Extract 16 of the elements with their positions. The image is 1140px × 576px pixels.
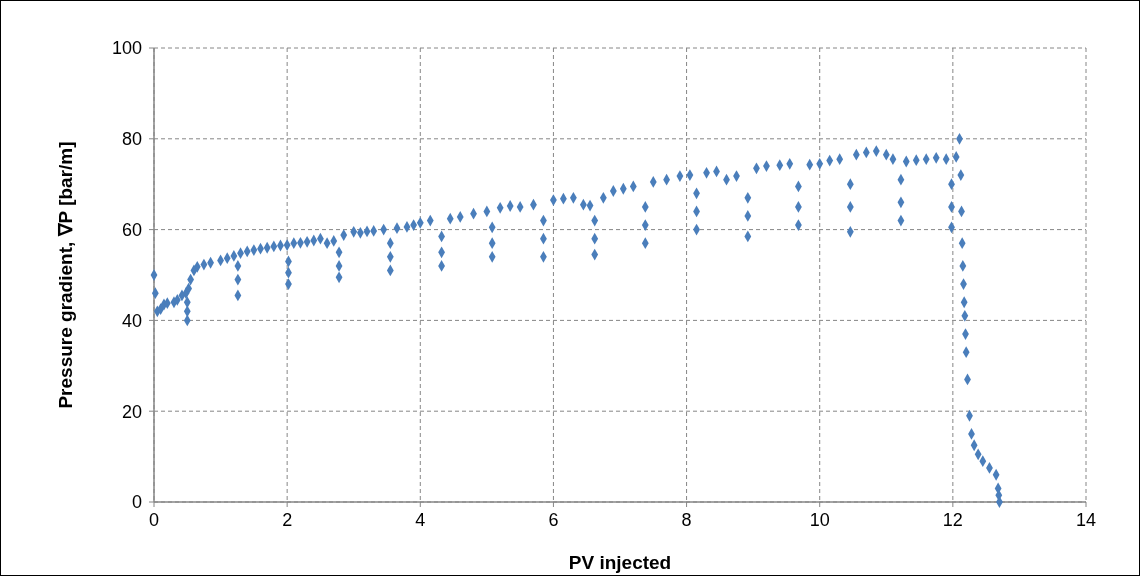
x-tick-label: 14 xyxy=(1075,510,1097,530)
x-tick-label: 12 xyxy=(942,510,963,530)
y-tick-label: 0 xyxy=(131,492,142,513)
y-tick-label: 40 xyxy=(121,310,142,331)
x-tick-label: 4 xyxy=(415,510,426,530)
x-tick-label: 2 xyxy=(282,510,293,530)
x-tick-label: 0 xyxy=(148,510,160,530)
x-tick-label: 10 xyxy=(809,510,830,530)
x-tick-label: 6 xyxy=(548,510,559,530)
y-tick-label: 100 xyxy=(111,38,142,59)
x-tick-label: 8 xyxy=(681,510,692,530)
y-tick-label: 80 xyxy=(121,129,142,150)
y-tick-label: 60 xyxy=(121,219,142,240)
y-tick-label: 20 xyxy=(121,401,142,422)
y-axis-title: Pressure gradient, ∇P [bar/m] xyxy=(55,141,76,409)
x-axis-title: PV injected xyxy=(568,552,672,573)
